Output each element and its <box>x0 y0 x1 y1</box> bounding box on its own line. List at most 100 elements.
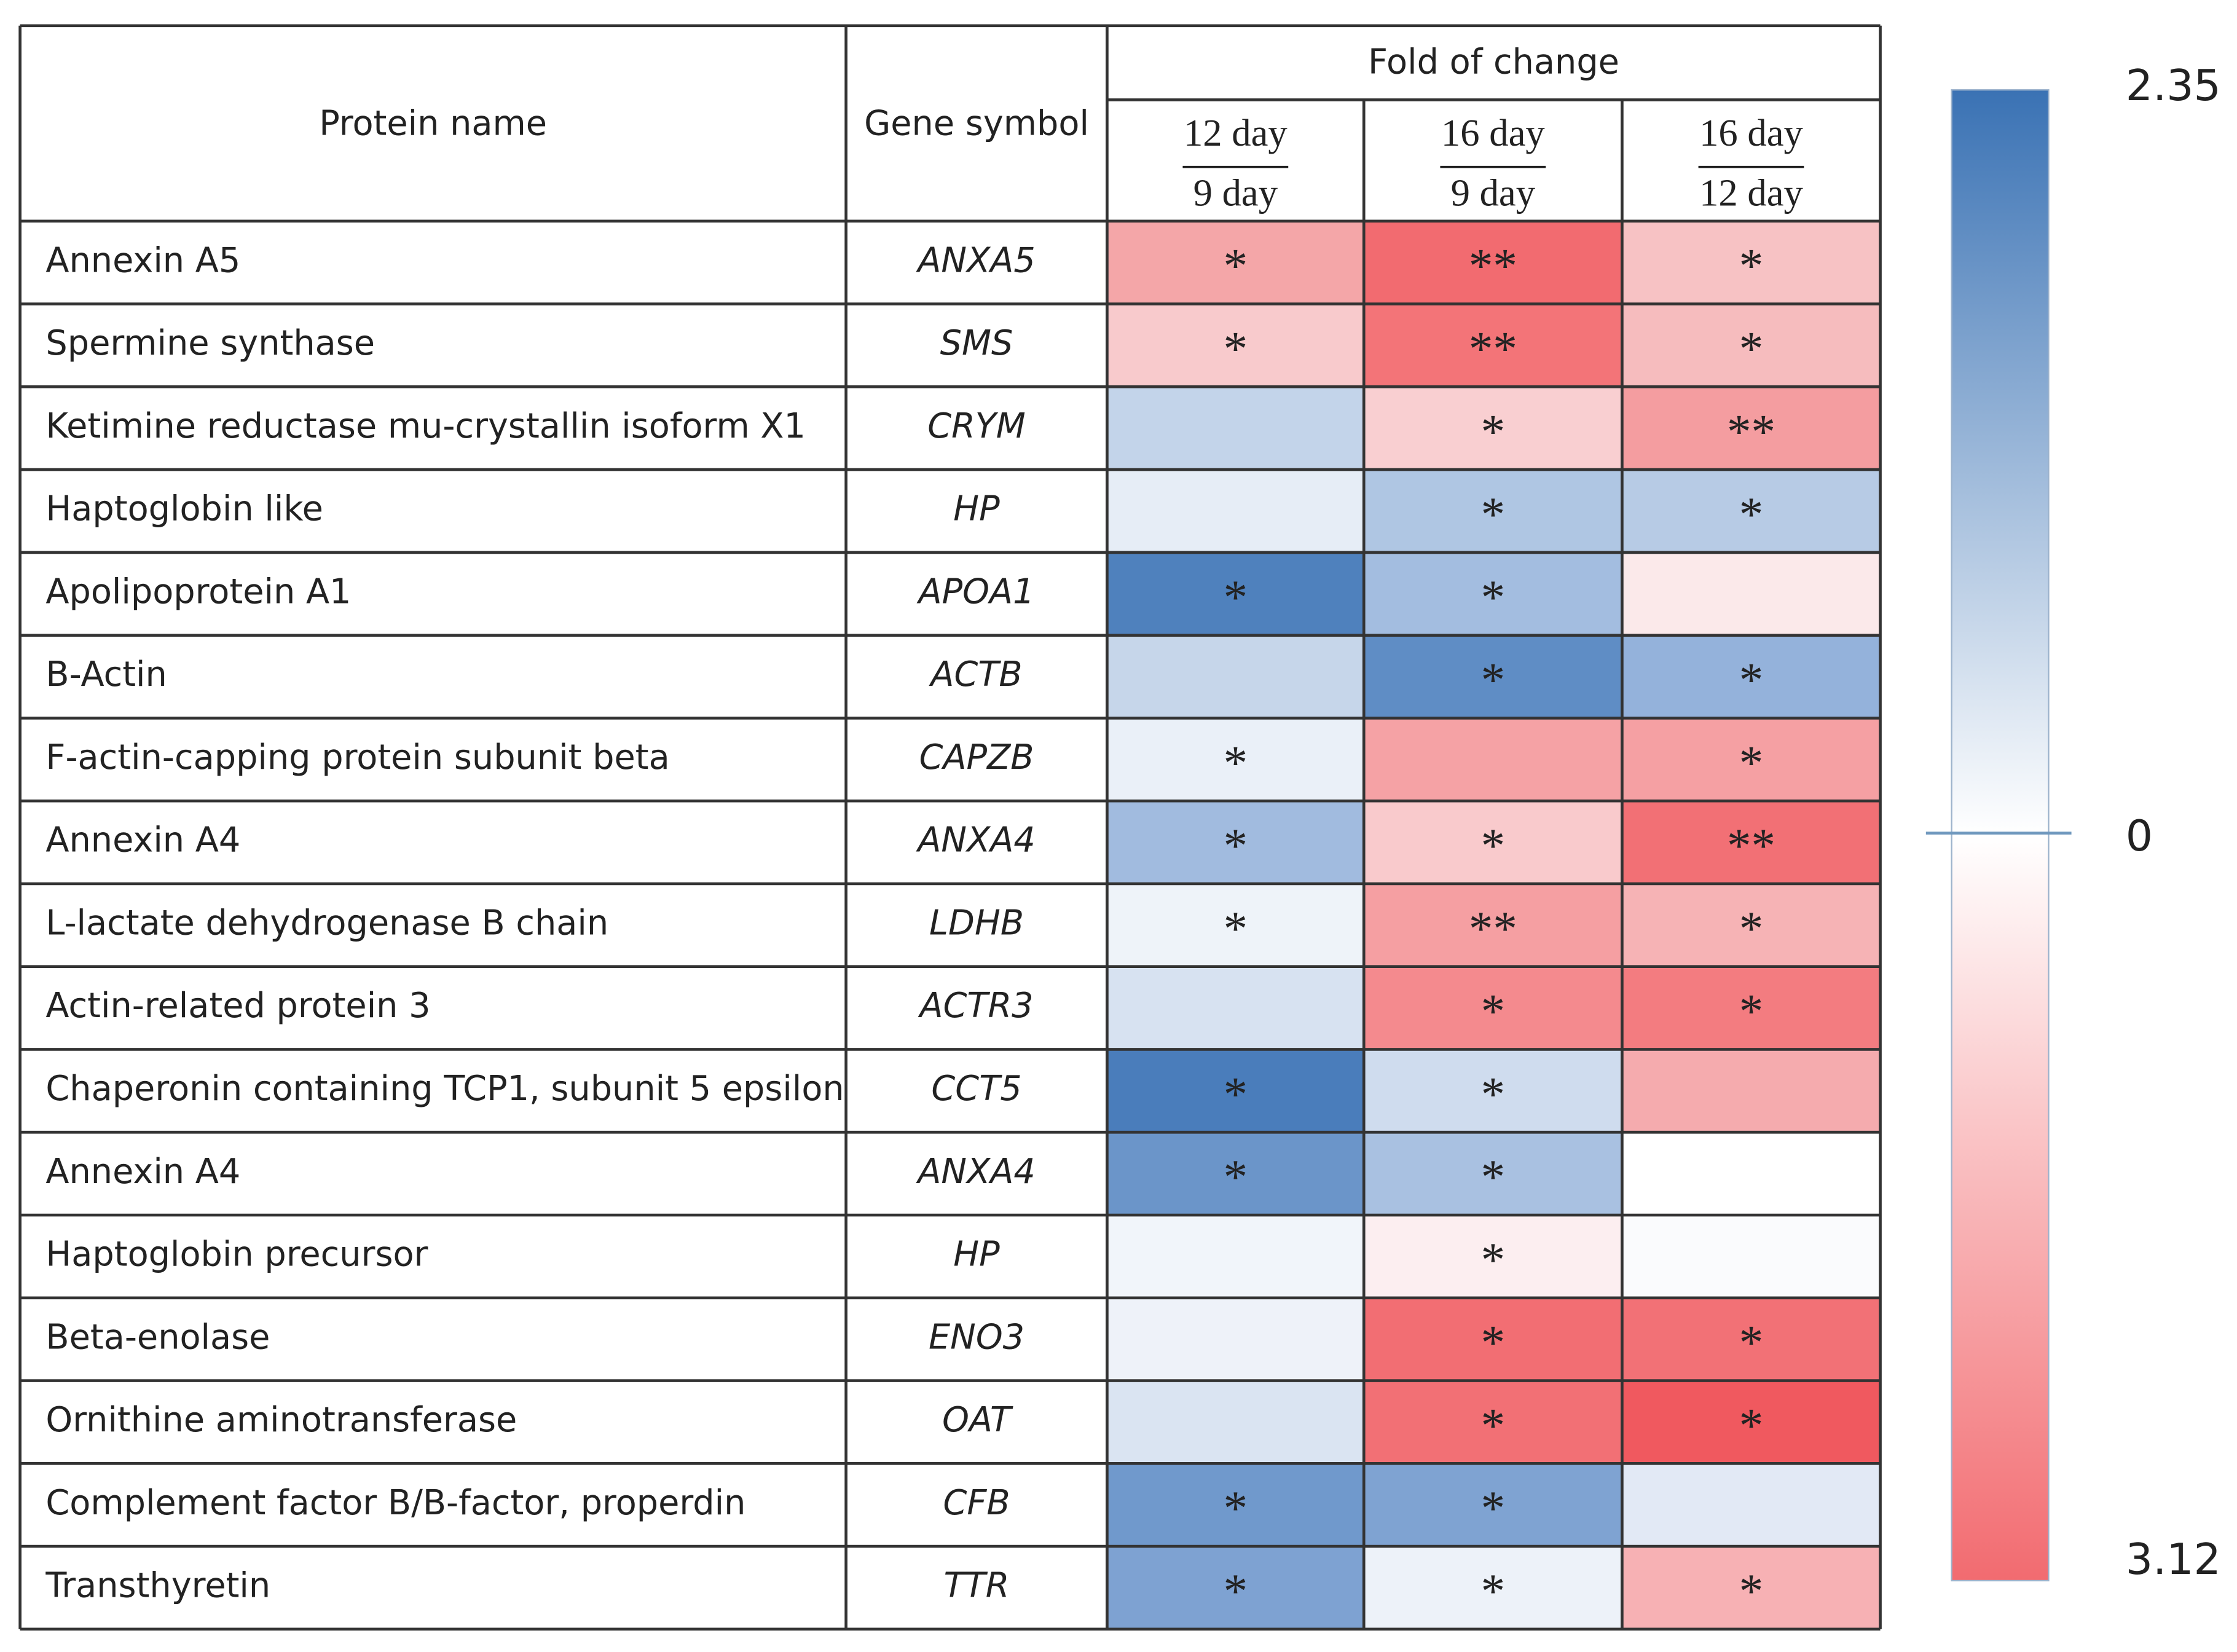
significance: * <box>1739 985 1763 1039</box>
gene-symbol: OAT <box>942 1400 1013 1440</box>
significance: * <box>1739 1399 1763 1453</box>
significance: ** <box>1469 323 1517 376</box>
heat-cell <box>1364 387 1622 470</box>
significance: * <box>1224 1151 1248 1205</box>
protein-name: Annexin A4 <box>45 1152 240 1192</box>
significance: * <box>1481 1399 1505 1453</box>
heat-cell <box>1364 1463 1622 1547</box>
heat-cell <box>1622 1380 1881 1464</box>
significance: * <box>1739 902 1763 956</box>
gene-symbol: CCT5 <box>931 1069 1021 1109</box>
significance: * <box>1481 654 1505 707</box>
significance: ** <box>1469 902 1517 956</box>
protein-name: Chaperonin containing TCP1, subunit 5 ep… <box>45 1069 844 1109</box>
heat-cell <box>1622 1463 1881 1547</box>
significance: * <box>1481 1482 1505 1536</box>
heat-cell <box>1622 966 1881 1050</box>
protein-name: Actin-related protein 3 <box>45 986 430 1026</box>
ratio-top: 16 day <box>1441 111 1545 154</box>
gene-symbol: LDHB <box>929 903 1024 943</box>
heat-cell <box>1622 221 1881 304</box>
heat-cell <box>1107 1546 1364 1629</box>
gene-symbol: SMS <box>940 323 1013 363</box>
gene-symbol: ANXA4 <box>916 820 1035 860</box>
heat-cell <box>1364 1049 1622 1133</box>
heat-cell <box>1107 966 1364 1050</box>
heat-cell <box>1364 1546 1622 1629</box>
heat-cell <box>1622 304 1881 387</box>
significance: * <box>1739 1316 1763 1370</box>
significance: * <box>1224 240 1248 293</box>
gene-symbol: HP <box>953 489 1000 529</box>
significance: * <box>1739 489 1763 542</box>
protein-name: L-lactate dehydrogenase B chain <box>45 903 608 943</box>
significance: * <box>1481 1151 1505 1205</box>
heat-cell <box>1107 1463 1364 1547</box>
heat-cell <box>1107 304 1364 387</box>
heat-cell <box>1364 1297 1622 1381</box>
protein-name: B-Actin <box>45 655 167 694</box>
heat-cell <box>1622 1546 1881 1629</box>
heat-cell <box>1107 1297 1364 1381</box>
protein-name: Complement factor B/B-factor, properdin <box>45 1483 745 1523</box>
heat-cell <box>1364 470 1622 553</box>
gene-symbol: ACTB <box>929 655 1022 694</box>
protein-name: F-actin-capping protein subunit beta <box>45 738 669 777</box>
ratio-bottom: 9 day <box>1451 171 1536 214</box>
heat-cell <box>1364 1215 1622 1298</box>
header-protein: Protein name <box>319 103 547 143</box>
significance: ** <box>1727 406 1775 459</box>
gene-symbol: ANXA5 <box>916 240 1035 280</box>
significance: ** <box>1469 240 1517 293</box>
significance: * <box>1224 571 1248 624</box>
significance: * <box>1224 323 1248 376</box>
ratio-top: 16 day <box>1699 111 1803 154</box>
protein-name: Ornithine aminotransferase <box>45 1400 517 1440</box>
heat-cell <box>1622 1132 1881 1216</box>
heat-cell <box>1107 718 1364 801</box>
significance: * <box>1224 1482 1248 1536</box>
heat-cell <box>1622 883 1881 967</box>
heat-cell <box>1622 718 1881 801</box>
protein-name: Apolipoprotein A1 <box>45 572 351 612</box>
significance: * <box>1481 1068 1505 1122</box>
protein-name: Annexin A5 <box>45 240 240 280</box>
heat-cell <box>1364 221 1622 304</box>
heat-cell <box>1622 1049 1881 1133</box>
colorbar <box>1951 89 2050 1582</box>
protein-name: Transthyretin <box>45 1566 270 1606</box>
heat-cell <box>1364 304 1622 387</box>
heat-cell <box>1364 718 1622 801</box>
ratio-top: 12 day <box>1184 111 1288 154</box>
heat-cell <box>1364 801 1622 884</box>
heat-cell <box>1622 470 1881 553</box>
significance: * <box>1481 985 1505 1039</box>
significance: * <box>1224 902 1248 956</box>
significance: * <box>1481 1233 1505 1287</box>
heat-cell <box>1107 470 1364 553</box>
heat-cell <box>1364 883 1622 967</box>
gene-symbol: HP <box>953 1235 1000 1275</box>
heat-cell <box>1622 387 1881 470</box>
heat-cell <box>1107 552 1364 635</box>
heat-cell <box>1364 1380 1622 1464</box>
header-group: Fold of change <box>1368 42 1619 82</box>
protein-name: Haptoglobin like <box>45 489 323 529</box>
significance: * <box>1739 1565 1763 1619</box>
protein-name: Beta-enolase <box>45 1317 270 1357</box>
significance: * <box>1739 654 1763 707</box>
heat-cell <box>1622 1215 1881 1298</box>
protein-name: Ketimine reductase mu-crystallin isoform… <box>45 406 806 446</box>
gene-symbol: TTR <box>944 1566 1010 1606</box>
significance: * <box>1481 489 1505 542</box>
heat-cell <box>1107 635 1364 718</box>
ratio-bottom: 9 day <box>1193 171 1278 214</box>
colorbar-top: 2.35 <box>2126 61 2221 111</box>
significance: * <box>1481 571 1505 624</box>
significance: ** <box>1727 820 1775 873</box>
significance: * <box>1481 1316 1505 1370</box>
significance: * <box>1739 240 1763 293</box>
heat-cell <box>1364 966 1622 1050</box>
